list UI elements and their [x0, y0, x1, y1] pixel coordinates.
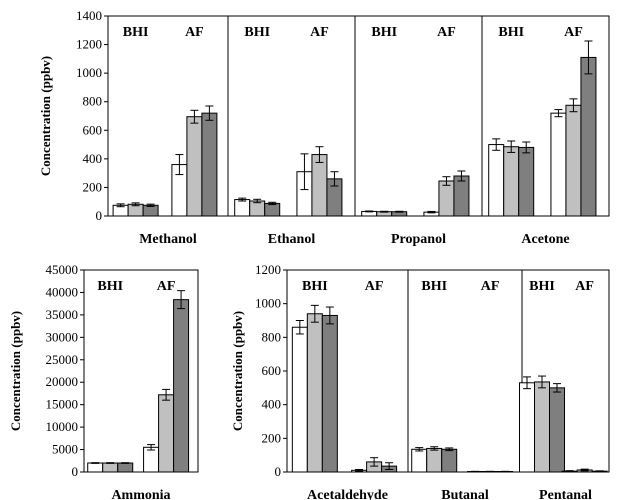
panel-title: Acetaldehyde — [307, 488, 388, 500]
group-label-bhi: BHI — [97, 279, 123, 294]
panel-title: Acetone — [521, 232, 569, 247]
y-tick-label: 400 — [83, 151, 103, 166]
group-label-af: AF — [575, 279, 594, 294]
group-label-af: AF — [564, 25, 583, 40]
y-tick-label: 1000 — [76, 65, 102, 80]
panel-title: Methanol — [139, 232, 197, 247]
bar — [534, 381, 551, 473]
bar — [549, 387, 566, 473]
group-label-af: AF — [157, 279, 176, 294]
bar — [158, 394, 175, 473]
y-tick-label: 1200 — [76, 37, 102, 52]
group-label-bhi: BHI — [421, 279, 447, 294]
y-tick-label: 35000 — [46, 307, 79, 322]
y-tick-label: 800 — [83, 94, 103, 109]
y-tick-label: 30000 — [46, 329, 79, 344]
group-label-af: AF — [185, 25, 204, 40]
y-tick-label: 40000 — [46, 284, 79, 299]
bar — [87, 462, 104, 473]
y-tick-label: 1400 — [76, 8, 102, 23]
bar — [291, 326, 308, 473]
panel-title: Pentanal — [539, 488, 592, 500]
y-axis-label: Concentration (ppbv) — [8, 311, 23, 431]
bar — [264, 202, 281, 217]
bar — [518, 146, 535, 217]
bar — [441, 448, 458, 473]
y-axis-label: Concentration (ppbv) — [230, 311, 245, 431]
bar — [438, 180, 455, 217]
panel-title: Butanal — [441, 488, 489, 500]
bar — [503, 146, 520, 217]
bar — [519, 382, 536, 473]
plot-frame — [107, 15, 610, 217]
bar — [411, 448, 428, 473]
y-tick-label: 15000 — [46, 397, 79, 412]
y-tick-label: 45000 — [46, 262, 79, 277]
bar — [426, 447, 443, 473]
bar — [488, 144, 505, 217]
group-label-bhi: BHI — [123, 25, 149, 40]
y-tick-label: 600 — [262, 363, 282, 378]
bar — [565, 104, 582, 217]
group-label-bhi: BHI — [498, 25, 524, 40]
group-label-bhi: BHI — [529, 279, 555, 294]
group-label-bhi: BHI — [302, 279, 328, 294]
y-tick-label: 10000 — [46, 419, 79, 434]
y-tick-label: 400 — [262, 397, 282, 412]
y-tick-label: 1000 — [255, 296, 281, 311]
y-axis-label: Concentration (ppbv) — [38, 56, 53, 176]
group-label-af: AF — [437, 25, 456, 40]
y-tick-label: 800 — [262, 329, 282, 344]
bar — [550, 112, 567, 217]
y-tick-label: 5000 — [52, 442, 78, 457]
bar — [580, 56, 597, 217]
group-label-af: AF — [481, 279, 500, 294]
bar — [117, 462, 134, 473]
y-tick-label: 20000 — [46, 374, 79, 389]
y-tick-label: 600 — [83, 122, 103, 137]
bar — [311, 154, 328, 217]
group-label-af: AF — [365, 279, 384, 294]
bar — [143, 446, 160, 473]
bar — [186, 116, 203, 217]
panel-title: Ethanol — [268, 232, 316, 247]
y-tick-label: 200 — [83, 179, 103, 194]
panel-title: Propanol — [391, 232, 446, 247]
group-label-af: AF — [310, 25, 329, 40]
y-tick-label: 0 — [96, 208, 103, 223]
group-label-bhi: BHI — [371, 25, 397, 40]
bar — [321, 314, 338, 473]
bar — [249, 200, 266, 217]
y-tick-label: 200 — [262, 430, 282, 445]
y-tick-label: 25000 — [46, 352, 79, 367]
bar — [102, 462, 119, 473]
bar — [453, 175, 470, 217]
bar — [173, 299, 190, 473]
panel-title: Ammonia — [111, 488, 170, 500]
y-tick-label: 1200 — [255, 262, 281, 277]
y-tick-label: 0 — [72, 464, 79, 479]
group-label-bhi: BHI — [244, 25, 270, 40]
plot-frame — [83, 269, 199, 473]
bar — [201, 112, 218, 217]
y-tick-label: 0 — [275, 464, 282, 479]
bar — [234, 199, 251, 217]
bar — [306, 313, 323, 473]
